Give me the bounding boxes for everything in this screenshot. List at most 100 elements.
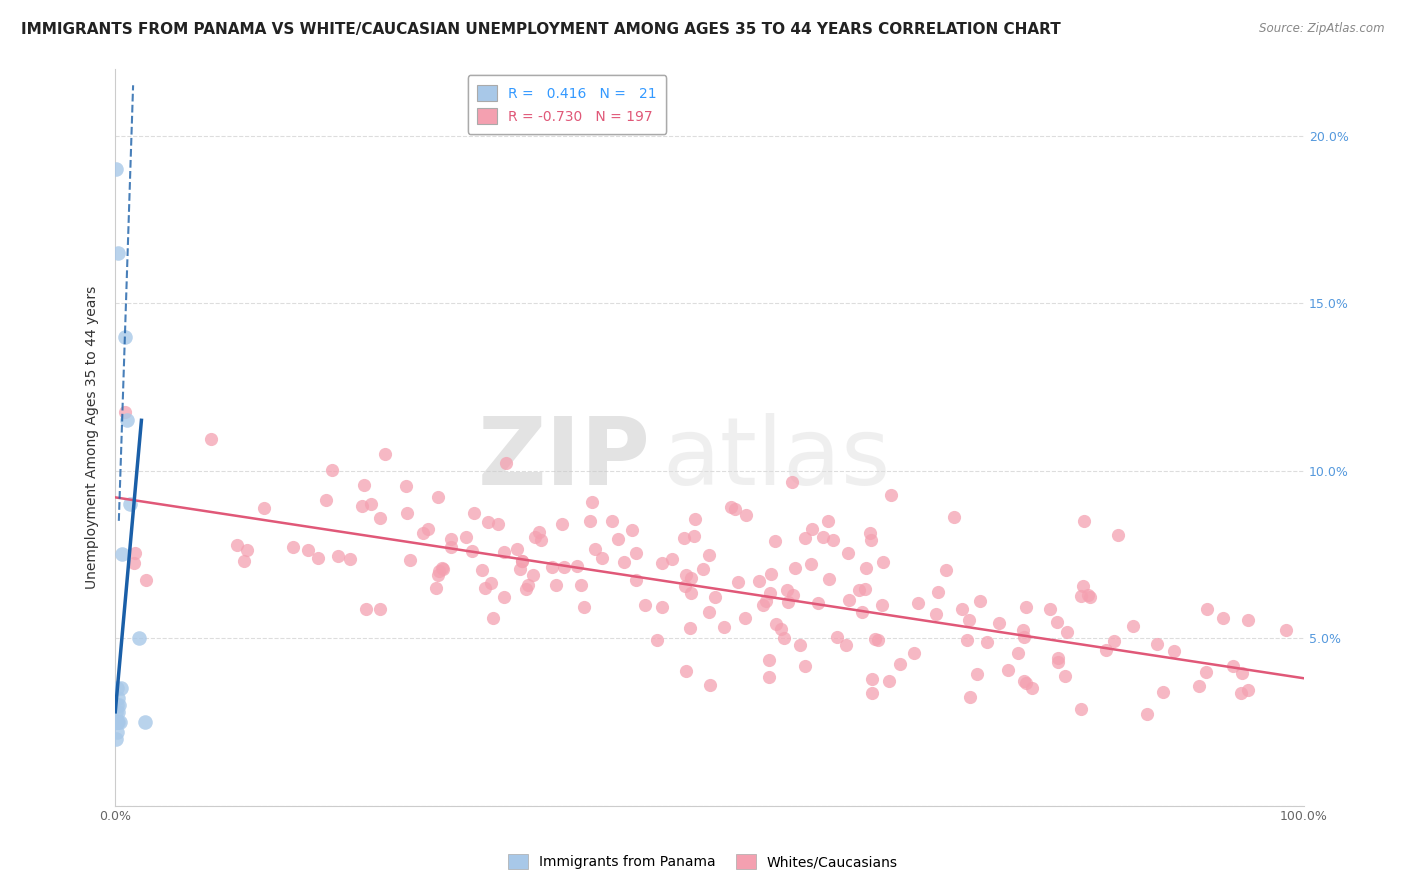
Point (510, 554, 533, 568)
Point (134, 714, 156, 729)
Point (860, 672, 883, 686)
Point (544, 578, 567, 592)
Point (903, 646, 925, 660)
Point (505, 541, 527, 556)
Point (692, 562, 714, 576)
Point (943, 510, 966, 524)
Point (105, 705, 128, 719)
Point (1015, 675, 1038, 690)
Point (118, 497, 141, 511)
Point (1046, 650, 1069, 665)
Point (1212, 611, 1234, 625)
Point (360, 497, 382, 511)
Point (529, 525, 551, 540)
Point (855, 560, 877, 574)
Point (956, 633, 979, 648)
Point (105, 714, 128, 729)
Point (530, 533, 553, 547)
Point (620, 523, 643, 537)
Point (754, 594, 776, 608)
Point (758, 653, 780, 667)
Point (853, 582, 876, 597)
Point (713, 620, 735, 634)
Point (957, 613, 980, 627)
Point (794, 658, 817, 673)
Point (1107, 528, 1129, 542)
Point (1095, 643, 1118, 657)
Point (1237, 613, 1260, 627)
Point (1230, 666, 1253, 681)
Point (236, 543, 259, 558)
Point (675, 664, 697, 678)
Point (315, 492, 337, 507)
Point (471, 563, 494, 577)
Point (495, 456, 517, 470)
Point (807, 596, 830, 610)
Point (124, 546, 146, 560)
Point (104, 714, 127, 729)
Point (748, 574, 770, 588)
Point (1073, 514, 1095, 528)
Point (569, 578, 592, 592)
Point (821, 533, 844, 547)
Legend: Immigrants from Panama, Whites/Caucasians: Immigrants from Panama, Whites/Caucasian… (502, 847, 904, 876)
Point (872, 555, 894, 569)
Point (976, 634, 998, 648)
Point (328, 549, 350, 564)
Point (1197, 601, 1219, 615)
Point (108, 698, 131, 712)
Point (683, 512, 706, 526)
Point (1275, 623, 1298, 637)
Point (683, 529, 706, 543)
Point (651, 599, 673, 614)
Point (567, 559, 589, 574)
Point (135, 573, 157, 587)
Point (651, 556, 673, 570)
Point (108, 714, 131, 729)
Point (1053, 669, 1076, 683)
Point (759, 586, 782, 600)
Point (460, 543, 482, 558)
Point (107, 245, 129, 260)
Point (522, 568, 544, 582)
Point (107, 691, 129, 706)
Point (817, 514, 839, 528)
Point (801, 522, 824, 536)
Point (374, 447, 396, 461)
Point (105, 725, 128, 739)
Point (440, 540, 463, 554)
Point (997, 663, 1019, 677)
Point (966, 667, 988, 681)
Point (782, 588, 804, 602)
Point (114, 405, 136, 419)
Point (486, 516, 509, 531)
Point (516, 578, 538, 592)
Point (624, 546, 647, 560)
Point (727, 574, 749, 589)
Point (440, 532, 463, 546)
Point (758, 670, 780, 684)
Point (848, 583, 870, 598)
Point (232, 554, 254, 568)
Point (969, 594, 991, 608)
Point (735, 508, 758, 523)
Point (1047, 655, 1070, 669)
Point (579, 514, 602, 528)
Point (463, 507, 485, 521)
Point (860, 533, 883, 547)
Text: atlas: atlas (662, 413, 890, 505)
Point (835, 638, 858, 652)
Point (645, 632, 668, 647)
Point (607, 532, 630, 546)
Point (200, 433, 222, 447)
Point (474, 581, 496, 595)
Point (110, 681, 132, 696)
Point (794, 531, 817, 545)
Point (395, 506, 418, 520)
Point (818, 572, 841, 586)
Point (107, 705, 129, 719)
Point (128, 631, 150, 645)
Point (512, 554, 534, 568)
Point (105, 714, 128, 729)
Point (492, 590, 515, 604)
